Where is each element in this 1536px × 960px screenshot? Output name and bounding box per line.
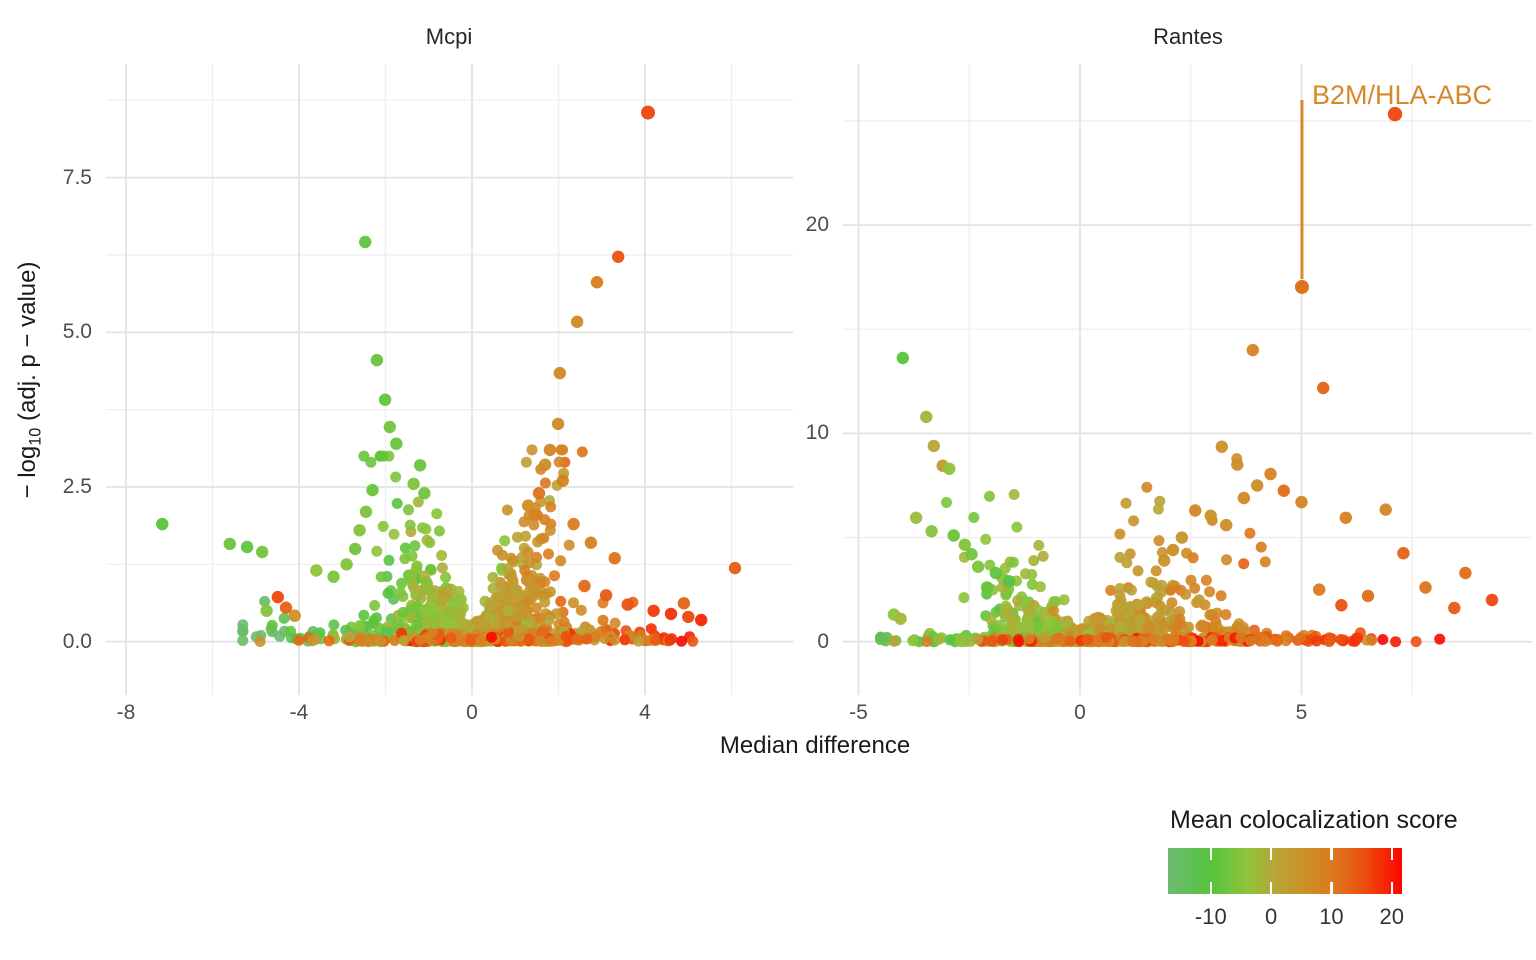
grid-major [843, 64, 1532, 695]
x-tick-label: 0 [1074, 701, 1086, 724]
y-tick-label: 0 [817, 629, 829, 653]
x-tick-label: -8 [116, 701, 136, 724]
grid-minor [843, 64, 1532, 695]
legend-tick-label: 20 [1379, 904, 1404, 929]
panel-rantes-plot [843, 62, 1532, 695]
legend-tick-mark [1209, 848, 1213, 860]
y-tick-label: 20 [805, 213, 829, 237]
legend-tick-mark [1209, 882, 1213, 894]
y-tick-label: 0.0 [62, 629, 92, 653]
x-tick-label: 0 [466, 701, 478, 724]
points-layer [156, 105, 742, 648]
legend-tick-label: -10 [1194, 904, 1227, 929]
panel-title-mcpi: Mcpi [425, 24, 473, 49]
points-layer [875, 106, 1499, 648]
legend-tick-label: 0 [1265, 904, 1278, 929]
annotation-point [1294, 279, 1309, 294]
x-tick-label: -5 [849, 701, 868, 724]
legend-gradient-bar [1168, 848, 1402, 894]
y-tick-label: 2.5 [62, 475, 92, 498]
y-tick-label: 10 [805, 421, 829, 445]
grid-minor [106, 64, 793, 695]
annotation-b2m-hla-abc: B2M/HLA-ABC [1312, 80, 1493, 110]
legend-tick-mark [1330, 882, 1333, 894]
y-tick-label: 7.5 [62, 165, 92, 189]
x-tick-label: -4 [289, 701, 309, 724]
y-axis-title: − log10 (adj. p − value) [13, 261, 45, 499]
panel-title-rantes: Rantes [1153, 24, 1223, 49]
x-tick-label: 4 [639, 701, 651, 724]
legend-tick-mark [1390, 848, 1394, 860]
legend-tick-mark [1330, 848, 1333, 860]
legend-tick-label: 10 [1319, 904, 1344, 929]
y-axis-title-subscript: 10 [26, 427, 45, 446]
x-tick-label: 5 [1295, 701, 1308, 724]
y-axis-title-prefix: − log [13, 445, 41, 499]
legend-tick-mark [1269, 882, 1273, 894]
panel-mcpi-plot [106, 62, 793, 695]
legend-tick-mark [1269, 848, 1273, 860]
legend-title: Mean colocalization score [1170, 806, 1458, 834]
y-axis-title-suffix: (adj. p − value) [13, 261, 41, 428]
legend-tick-mark [1390, 882, 1394, 894]
y-tick-label: 5.0 [62, 320, 92, 344]
x-axis-title: Median difference [719, 732, 911, 759]
